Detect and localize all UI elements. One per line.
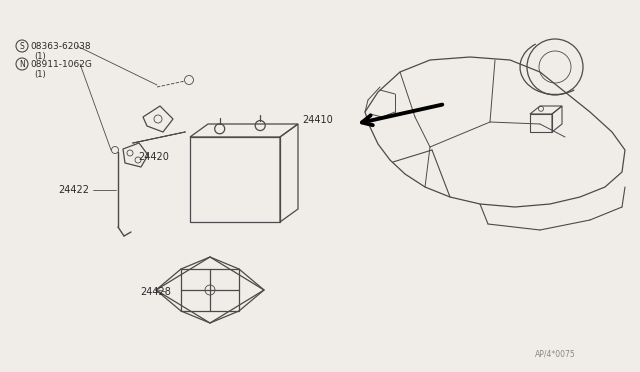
Text: AP/4*0075: AP/4*0075 bbox=[535, 350, 576, 359]
Text: 24420: 24420 bbox=[138, 152, 169, 162]
Text: N: N bbox=[19, 60, 25, 68]
Text: 24422: 24422 bbox=[58, 185, 89, 195]
Text: 24428: 24428 bbox=[140, 287, 171, 297]
Text: 08363-62038: 08363-62038 bbox=[30, 42, 91, 51]
Text: 24410: 24410 bbox=[302, 115, 333, 125]
Text: S: S bbox=[20, 42, 24, 51]
Text: (1): (1) bbox=[34, 70, 45, 78]
Text: (1): (1) bbox=[34, 51, 45, 61]
Text: 08911-1062G: 08911-1062G bbox=[30, 60, 92, 68]
